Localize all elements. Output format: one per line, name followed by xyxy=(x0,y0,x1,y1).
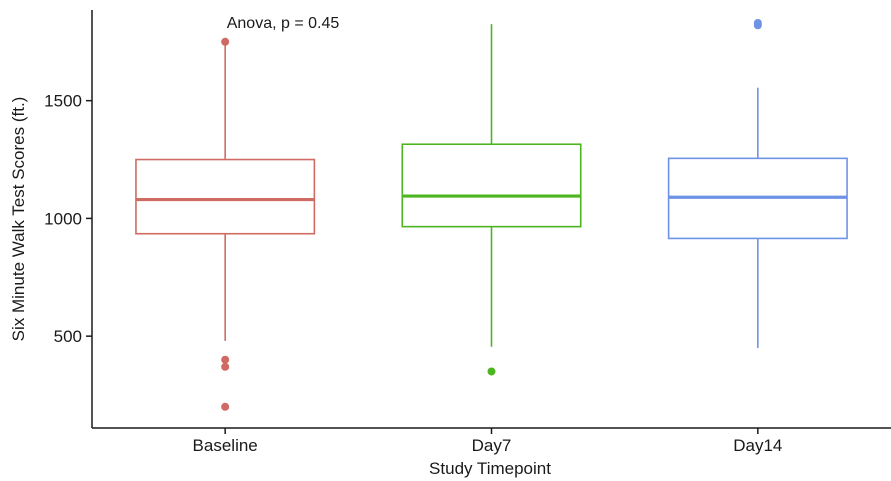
outlier-point xyxy=(221,402,230,411)
x-tick-label: Day14 xyxy=(733,436,782,455)
y-axis-title: Six Minute Walk Test Scores (ft.) xyxy=(9,97,28,342)
box-group-day7 xyxy=(401,24,582,376)
y-axis-ticks: 500 1000 1500 xyxy=(44,92,92,346)
x-tick-label: Baseline xyxy=(193,436,258,455)
outlier-point xyxy=(753,18,762,27)
box-group-day14 xyxy=(667,18,848,348)
y-tick-label: 1000 xyxy=(44,209,82,228)
outlier-point xyxy=(487,367,496,376)
anova-annotation: Anova, p = 0.45 xyxy=(227,15,340,32)
y-tick-label: 500 xyxy=(54,327,82,346)
x-axis-ticks: Baseline Day7 Day14 xyxy=(193,428,782,455)
x-axis-title: Study Timepoint xyxy=(429,459,551,478)
x-tick-label: Day7 xyxy=(472,436,512,455)
box-iqr xyxy=(135,158,316,235)
outlier-point xyxy=(221,37,230,46)
outlier-point xyxy=(221,355,230,364)
box-iqr xyxy=(401,143,582,228)
plot-marks xyxy=(135,18,848,411)
box-group-baseline xyxy=(135,37,316,411)
outlier-point xyxy=(221,362,230,371)
y-tick-label: 1500 xyxy=(44,92,82,111)
